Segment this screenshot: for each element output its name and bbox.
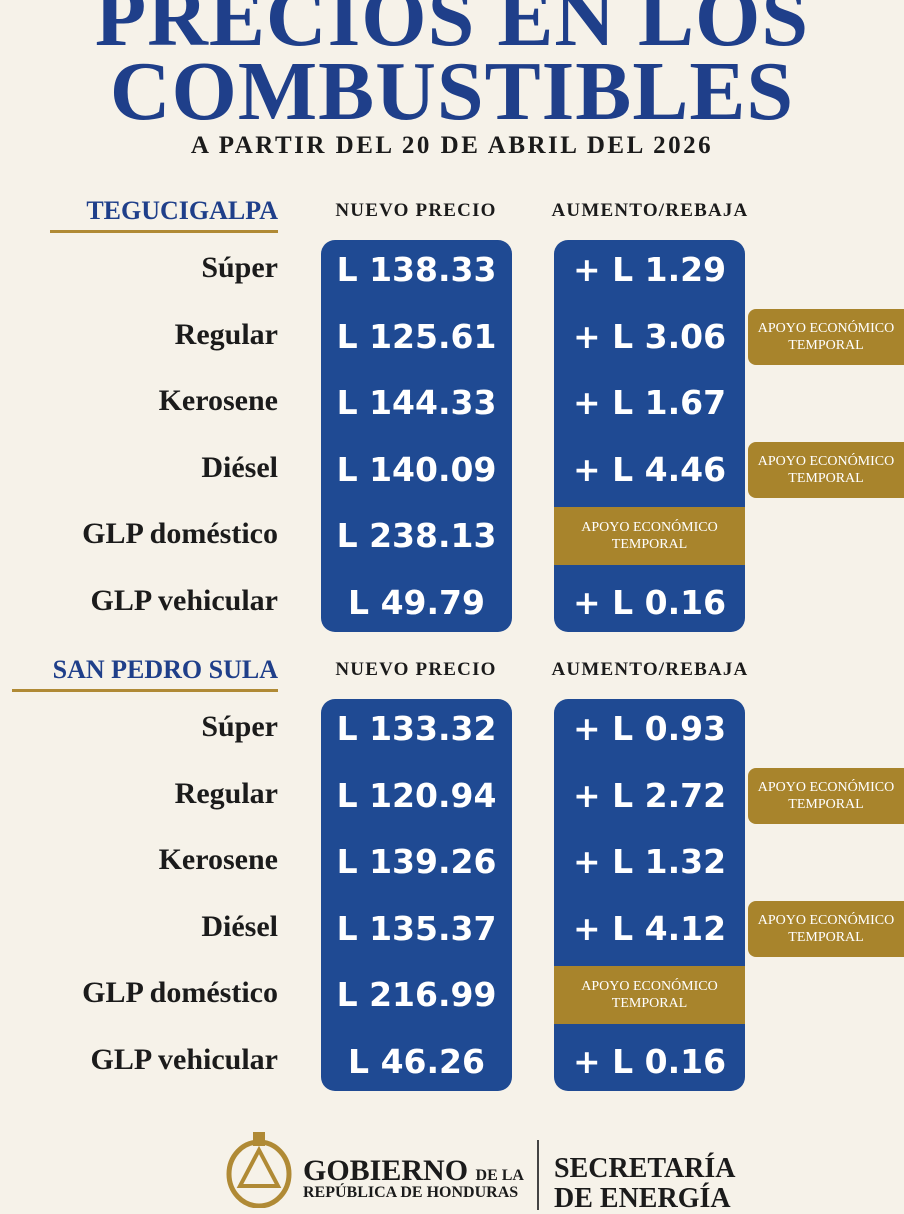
column-header: NUEVO PRECIO — [335, 659, 497, 680]
note-cell: APOYO ECONÓMICO TEMPORAL — [554, 966, 745, 1024]
footer-gov-big: GOBIERNO — [303, 1154, 469, 1187]
change: + L 1.29 — [572, 250, 727, 289]
change-box — [554, 240, 745, 632]
fuel-name: Diésel — [201, 450, 278, 484]
title-line: PRECIOS EN LOS — [94, 0, 810, 64]
price: L 135.37 — [336, 908, 497, 948]
price-box — [321, 699, 512, 1091]
fuel-name: Súper — [201, 710, 278, 743]
fuel-name: GLP vehicular — [90, 1042, 279, 1076]
fuel-name: Diésel — [201, 909, 278, 943]
change: + L 0.16 — [572, 582, 727, 622]
subtitle: A PARTIR DEL 20 DE ABRIL DEL 2026 — [190, 132, 714, 159]
footer-divider — [537, 1140, 539, 1210]
note-cell: APOYO ECONÓMICO TEMPORAL — [554, 507, 745, 565]
price: L 133.32 — [336, 709, 497, 748]
change: + L 2.72 — [572, 775, 727, 815]
note-badge: APOYO ECONÓMICO TEMPORAL — [748, 767, 904, 824]
title-line: COMBUSTIBLES — [109, 45, 795, 138]
fuel-name: Kerosene — [158, 384, 278, 417]
change-box — [554, 699, 745, 1091]
price: L 144.33 — [336, 383, 497, 422]
price: L 238.13 — [336, 516, 497, 555]
footer-republic: REPÚBLICA DE HONDURAS — [303, 1184, 519, 1201]
change: + L 1.67 — [572, 383, 727, 422]
city-label: TEGUCIGALPA — [50, 196, 278, 233]
fuel-name: GLP doméstico — [82, 517, 278, 550]
footer-secretary: SECRETARÍA DE ENERGÍA — [554, 1154, 736, 1214]
emblem — [226, 1132, 292, 1208]
price: L 216.99 — [336, 975, 497, 1014]
change: + L 0.16 — [572, 1041, 727, 1081]
price-box — [321, 240, 512, 632]
fuel-name: Regular — [174, 317, 278, 351]
city-label: SAN PEDRO SULA — [12, 655, 278, 692]
price: L 138.33 — [336, 250, 497, 289]
footer-secretary-line: SECRETARÍA — [554, 1153, 736, 1184]
footer-secretary-line: DE ENERGÍA — [554, 1183, 731, 1214]
footer-gov: GOBIERNO DE LA — [303, 1154, 524, 1188]
price: L 46.26 — [348, 1041, 485, 1081]
note-badge: APOYO ECONÓMICO TEMPORAL — [748, 308, 904, 365]
fuel-name: Regular — [174, 776, 278, 810]
price: L 125.61 — [336, 316, 497, 356]
note-badge: APOYO ECONÓMICO TEMPORAL — [748, 441, 904, 498]
change: + L 3.06 — [572, 316, 727, 356]
column-header: NUEVO PRECIO — [335, 200, 497, 221]
change: + L 4.12 — [572, 908, 727, 948]
fuel-name: Súper — [201, 251, 278, 284]
price: L 49.79 — [348, 582, 485, 622]
price: L 139.26 — [336, 842, 497, 881]
price: L 140.09 — [336, 449, 497, 489]
change: + L 4.46 — [572, 449, 727, 489]
fuel-name: Kerosene — [158, 843, 278, 876]
column-header: AUMENTO/REBAJA — [551, 659, 749, 680]
change: + L 0.93 — [572, 709, 727, 748]
footer-gov-small: DE LA — [475, 1167, 524, 1184]
note-badge: APOYO ECONÓMICO TEMPORAL — [748, 900, 904, 957]
fuel-name: GLP doméstico — [82, 976, 278, 1009]
price: L 120.94 — [336, 775, 497, 815]
fuel-name: GLP vehicular — [90, 583, 279, 617]
change: + L 1.32 — [572, 842, 727, 881]
column-header: AUMENTO/REBAJA — [551, 200, 749, 221]
